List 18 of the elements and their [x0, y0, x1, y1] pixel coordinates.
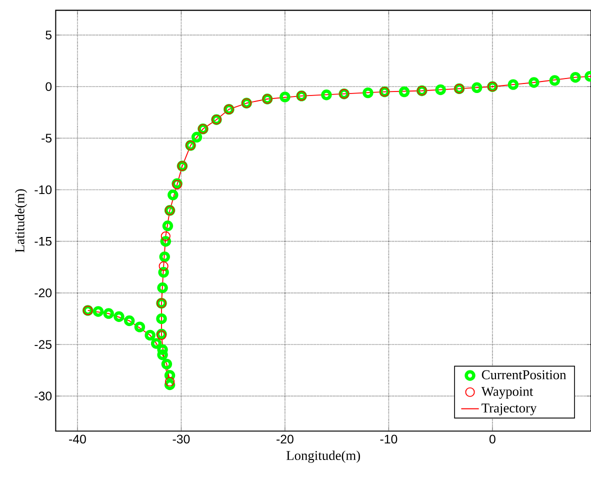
y-tick-label: -5: [42, 134, 52, 143]
x-tick-label: 0: [489, 434, 496, 444]
y-tick-label: -15: [34, 237, 52, 246]
legend-label: Waypoint: [481, 386, 534, 399]
legend-label: Trajectory: [482, 404, 537, 416]
legend-label: CurrentPosition: [482, 370, 566, 380]
y-tick-label: 5: [46, 30, 52, 40]
x-tick-label: -10: [380, 434, 398, 444]
y-tick-label: -25: [34, 340, 52, 349]
y-tick-label: -10: [34, 185, 52, 194]
x-tick-label: -20: [276, 434, 294, 444]
y-tick-label: 0: [46, 82, 52, 92]
y-tick-label: -20: [34, 288, 52, 298]
x-axis-title: Longitude(m): [286, 450, 360, 463]
x-tick-label: -40: [69, 434, 86, 444]
y-tick-label: -30: [34, 392, 52, 400]
x-tick-label: -30: [172, 434, 190, 444]
y-axis-title: Latitude(m): [14, 189, 28, 252]
